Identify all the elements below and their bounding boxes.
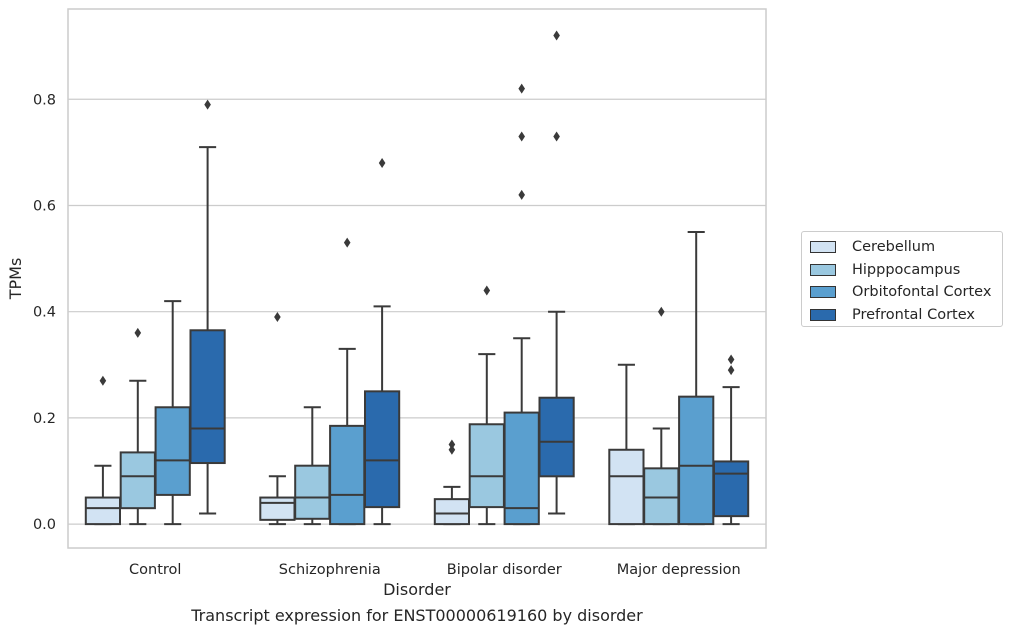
x-axis-label: Disorder: [383, 580, 451, 599]
box-body: [678, 395, 715, 526]
box-orbitofontal-cortex: [154, 300, 191, 526]
y-tick-label: 0.4: [33, 305, 56, 321]
box-body: [329, 424, 366, 526]
outlier-point: [99, 375, 107, 386]
plot-frame: [67, 8, 767, 549]
outlier-point: [518, 83, 525, 94]
legend-item: Prefrontal Cortex: [810, 304, 1002, 327]
box-body: [538, 396, 575, 478]
outlier-point: [727, 365, 735, 376]
x-tick-labels: Control Schizophrenia Bipolar disorder Majo…: [129, 562, 741, 578]
legend-item: Hipppocampus: [810, 259, 1002, 282]
box-cerebellum: [433, 439, 471, 526]
box-body: [154, 406, 191, 496]
y-tick-labels: 0.0 0.2 0.4 0.6 0.8: [33, 92, 56, 533]
x-tick-label: Major depression: [617, 562, 741, 578]
box-hipppocampus: [643, 306, 680, 526]
plot-boxes: [84, 30, 750, 526]
outlier-point: [343, 237, 351, 248]
y-tick-label: 0.0: [33, 517, 56, 533]
x-tick-label: Bipolar disorder: [447, 562, 562, 578]
outlier-point: [658, 306, 665, 317]
legend-label: Hipppocampus: [852, 261, 961, 278]
outlier-point: [448, 439, 456, 450]
box-orbitofontal-cortex: [329, 237, 366, 526]
outlier-point: [553, 30, 560, 41]
box-body: [643, 467, 680, 526]
box-body: [433, 498, 471, 526]
x-tick-label: Control: [129, 562, 181, 578]
y-tick-label: 0.2: [33, 411, 56, 427]
outlier-point: [518, 189, 525, 200]
outlier-point: [518, 131, 525, 142]
y-tick-label: 0.6: [33, 198, 56, 214]
outlier-point: [204, 99, 211, 110]
x-tick-label: Schizophrenia: [279, 562, 381, 578]
box-body: [294, 464, 331, 520]
legend-swatch: [810, 286, 836, 299]
box-prefrontal-cortex: [712, 354, 750, 526]
box-body: [119, 451, 156, 510]
legend-label: Cerebellum: [852, 239, 936, 256]
box-body: [468, 423, 505, 509]
outlier-point: [483, 285, 491, 296]
outlier-point: [378, 158, 386, 168]
legend-item: Orbitofontal Cortex: [810, 281, 1002, 304]
outlier-point: [727, 354, 735, 365]
outlier-point: [274, 312, 281, 322]
box-body: [189, 329, 226, 465]
box-prefrontal-cortex: [538, 30, 575, 515]
outlier-point: [134, 327, 142, 338]
figure-caption: Transcript expression for ENST0000061916…: [191, 606, 643, 625]
box-cerebellum: [608, 363, 645, 526]
box-body: [363, 390, 401, 509]
box-prefrontal-cortex: [363, 158, 401, 526]
box-body: [259, 496, 296, 521]
box-prefrontal-cortex: [189, 99, 226, 515]
legend-item: Cerebellum: [810, 236, 1002, 259]
box-body: [608, 448, 645, 526]
box-orbitofontal-cortex: [503, 83, 540, 526]
legend: Cerebellum Hipppocampus Orbitofontal Corte…: [801, 231, 1003, 327]
legend-swatch: [810, 241, 836, 254]
box-hipppocampus: [468, 285, 505, 526]
box-orbitofontal-cortex: [678, 231, 715, 526]
y-tick-label: 0.8: [33, 92, 56, 108]
box-body: [84, 496, 122, 526]
box-hipppocampus: [294, 406, 331, 526]
legend-label: Prefrontal Cortex: [852, 306, 975, 323]
legend-label: Orbitofontal Cortex: [852, 284, 992, 301]
box-cerebellum: [84, 375, 122, 526]
y-axis-label: TPMs: [6, 258, 25, 301]
legend-swatch: [810, 263, 836, 276]
legend-swatch: [810, 308, 836, 321]
box-hipppocampus: [119, 327, 156, 526]
outlier-point: [553, 131, 560, 142]
outlier-point: [448, 444, 456, 455]
box-body: [712, 460, 750, 518]
